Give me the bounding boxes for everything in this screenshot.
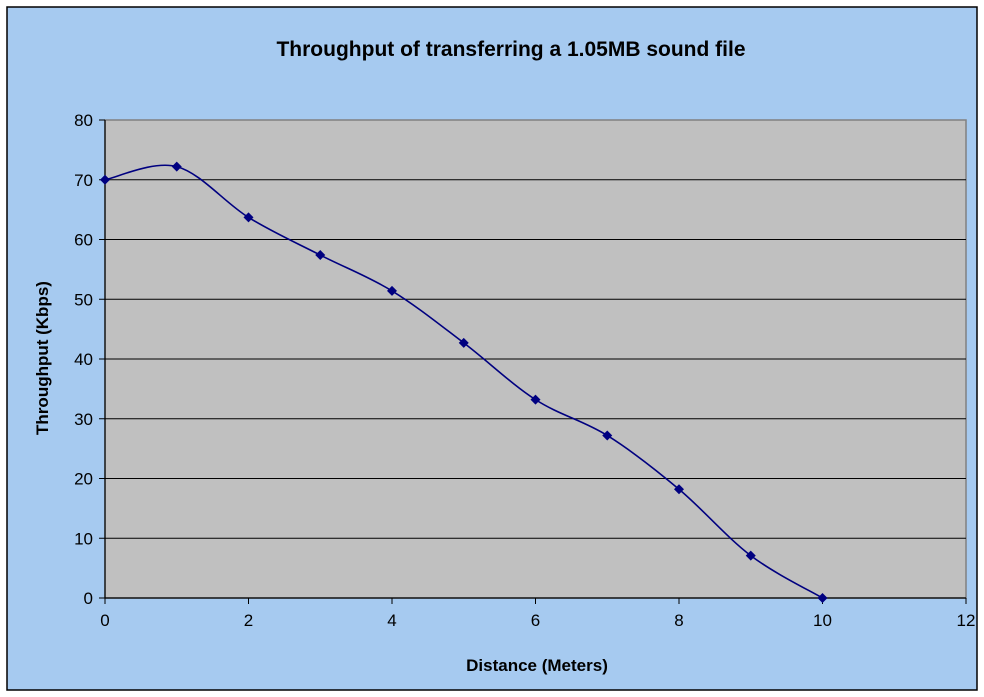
x-tick-label: 10 (813, 611, 832, 630)
data-point-marker (745, 550, 756, 561)
x-tick-label: 0 (100, 611, 109, 630)
y-axis-title: Throughput (Kbps) (33, 281, 52, 435)
data-point-marker (458, 337, 469, 348)
chart-title: Throughput of transferring a 1.05MB soun… (276, 38, 745, 61)
y-tick-label: 0 (84, 589, 93, 608)
x-tick-label: 4 (387, 611, 396, 630)
series-layer (100, 161, 828, 603)
gridlines (105, 179, 966, 539)
data-point-marker (243, 212, 254, 223)
y-tick-label: 50 (74, 290, 93, 309)
x-axis-title: Distance (Meters) (466, 656, 608, 675)
x-tick-label: 2 (244, 611, 253, 630)
y-tick-label: 80 (74, 111, 93, 130)
data-point-marker (171, 161, 182, 172)
data-point-marker (674, 484, 684, 495)
y-tick-label: 60 (74, 231, 93, 250)
y-tick-label: 20 (74, 470, 93, 489)
data-point-marker (315, 250, 326, 261)
data-point-marker (602, 430, 613, 441)
x-tick-label: 8 (674, 611, 683, 630)
data-point-marker (530, 394, 541, 405)
x-tick-label: 12 (957, 611, 976, 630)
y-tick-label: 10 (74, 529, 93, 548)
y-tick-label: 40 (74, 350, 93, 369)
data-point-marker (387, 285, 397, 296)
y-tick-label: 30 (74, 410, 93, 429)
x-tick-label: 6 (531, 611, 540, 630)
data-point-marker (817, 593, 828, 603)
tick-labels: 0 10 20 30 40 50 60 70 80 0 2 4 6 8 10 12 (74, 111, 975, 630)
y-tick-label: 70 (74, 171, 93, 190)
data-point-marker (100, 174, 110, 185)
